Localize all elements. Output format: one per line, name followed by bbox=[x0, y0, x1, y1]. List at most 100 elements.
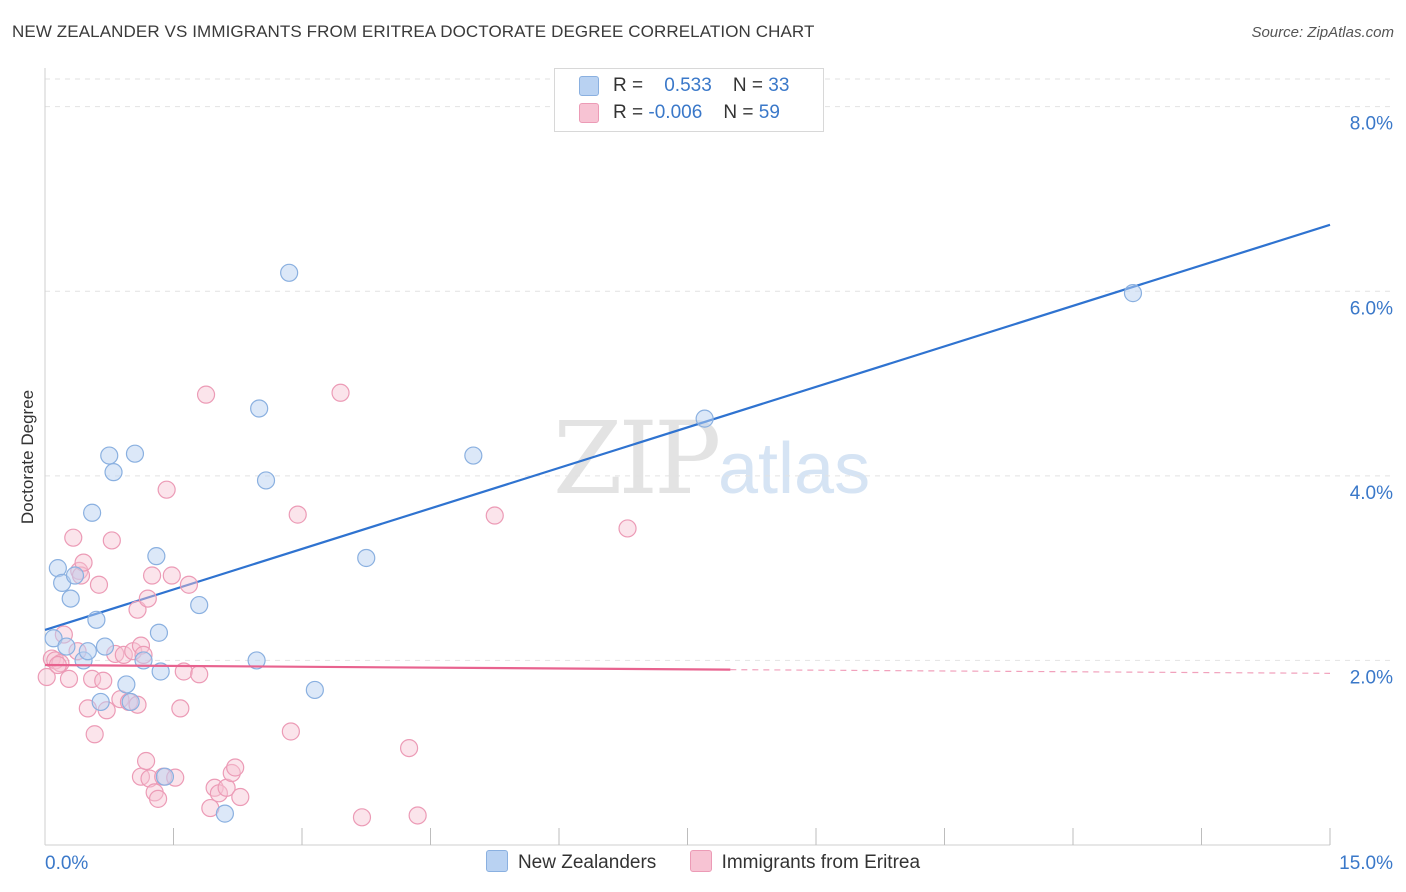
legend-n-label: N = bbox=[723, 102, 754, 123]
source-label: Source: ZipAtlas.com bbox=[1251, 24, 1394, 41]
data-point-eritrea bbox=[74, 553, 93, 572]
y-tick-label: 4.0% bbox=[1350, 483, 1393, 504]
trend-line-solid bbox=[44, 663, 731, 671]
series-legend: New Zealanders Immigrants from Eritrea bbox=[0, 849, 1406, 874]
data-point-new-zealander bbox=[147, 547, 166, 566]
legend-item-immigrants-from-eritrea: Immigrants from Eritrea bbox=[689, 849, 921, 874]
legend-item-new-zealanders: New Zealanders bbox=[485, 849, 657, 874]
data-point-new-zealander bbox=[215, 804, 234, 823]
data-point-eritrea bbox=[162, 566, 181, 585]
y-tick-label: 6.0% bbox=[1350, 298, 1393, 319]
trend-line-dashed bbox=[730, 669, 1331, 674]
data-point-new-zealander bbox=[44, 629, 63, 648]
legend-n-value-blue: 33 bbox=[768, 75, 790, 96]
data-point-eritrea bbox=[288, 505, 307, 524]
legend-row-new-zealanders: R = 0.533 N = 33 bbox=[579, 74, 789, 98]
data-point-eritrea bbox=[222, 763, 241, 783]
data-point-new-zealander bbox=[464, 446, 483, 465]
data-point-new-zealander bbox=[87, 610, 106, 629]
x-tick-label: 0.0% bbox=[45, 853, 88, 874]
data-point-new-zealander bbox=[91, 692, 110, 712]
data-point-new-zealander bbox=[250, 399, 269, 418]
data-point-new-zealander bbox=[155, 767, 175, 786]
watermark-zip: ZIP bbox=[553, 400, 721, 517]
data-point-eritrea bbox=[485, 506, 504, 525]
legend-r-label: R = bbox=[613, 102, 644, 123]
data-point-new-zealander bbox=[247, 651, 266, 670]
data-point-eritrea bbox=[190, 665, 209, 684]
data-point-new-zealander bbox=[95, 637, 115, 656]
y-tick-label: 2.0% bbox=[1350, 667, 1393, 688]
points-new-zealanders bbox=[44, 263, 1143, 823]
trend-line-immigrants-from-eritrea bbox=[44, 663, 1331, 674]
ticks bbox=[173, 828, 1331, 845]
data-point-eritrea bbox=[114, 645, 133, 664]
data-point-eritrea bbox=[94, 671, 113, 690]
data-point-eritrea bbox=[51, 654, 70, 673]
data-point-eritrea bbox=[196, 385, 216, 404]
tick-labels: 2.0% 4.0% 6.0% 8.0% 0.0% 15.0% bbox=[45, 114, 1393, 874]
data-point-eritrea bbox=[408, 806, 427, 825]
y-tick-label: 8.0% bbox=[1350, 114, 1393, 135]
data-point-eritrea bbox=[64, 528, 83, 547]
axes bbox=[44, 68, 1330, 846]
data-point-new-zealander bbox=[83, 503, 102, 522]
data-point-new-zealander bbox=[125, 444, 145, 463]
legend-row-immigrants-from-eritrea: R = -0.006 N = 59 bbox=[579, 101, 780, 125]
points-immigrants-from-eritrea bbox=[37, 383, 637, 827]
data-point-eritrea bbox=[157, 480, 176, 499]
data-point-eritrea bbox=[148, 789, 168, 808]
legend-r-value-pink: -0.006 bbox=[648, 102, 703, 123]
legend-r-label: R = bbox=[613, 75, 644, 96]
data-point-new-zealander bbox=[305, 680, 324, 700]
data-point-eritrea bbox=[59, 669, 79, 688]
data-point-eritrea bbox=[102, 531, 121, 550]
trend-line bbox=[44, 223, 1331, 632]
data-point-new-zealander bbox=[121, 692, 140, 712]
legend-n-value-pink: 59 bbox=[758, 102, 780, 123]
trend-line-new-zealanders bbox=[44, 223, 1331, 632]
data-point-eritrea bbox=[352, 808, 372, 827]
data-point-new-zealander bbox=[1123, 284, 1143, 303]
data-point-eritrea bbox=[399, 738, 419, 758]
data-point-new-zealander bbox=[357, 548, 376, 568]
data-point-new-zealander bbox=[100, 446, 119, 465]
data-point-new-zealander bbox=[104, 463, 123, 482]
data-point-new-zealander bbox=[151, 662, 170, 681]
data-point-eritrea bbox=[128, 600, 147, 619]
watermark-atlas: atlas bbox=[718, 429, 871, 509]
data-point-eritrea bbox=[226, 758, 245, 777]
data-point-new-zealander bbox=[78, 642, 97, 661]
data-point-eritrea bbox=[179, 575, 199, 594]
data-point-eritrea bbox=[142, 566, 162, 585]
data-point-eritrea bbox=[37, 667, 56, 687]
data-point-new-zealander bbox=[190, 595, 209, 615]
legend-swatch-blue bbox=[579, 75, 599, 96]
data-point-eritrea bbox=[281, 722, 300, 741]
legend-label-immigrants-from-eritrea: Immigrants from Eritrea bbox=[721, 852, 921, 873]
legend-swatch-blue bbox=[485, 849, 508, 872]
legend-label-new-zealanders: New Zealanders bbox=[517, 852, 657, 873]
data-point-new-zealander bbox=[695, 409, 714, 428]
data-point-eritrea bbox=[83, 669, 102, 688]
legend-swatch-pink bbox=[689, 849, 712, 872]
data-point-eritrea bbox=[136, 751, 156, 771]
data-point-eritrea bbox=[85, 725, 104, 744]
data-point-new-zealander bbox=[65, 566, 85, 585]
data-point-eritrea bbox=[138, 589, 157, 608]
data-point-eritrea bbox=[331, 383, 350, 402]
x-tick-label: 15.0% bbox=[1339, 853, 1393, 874]
grid-lines bbox=[45, 78, 1392, 661]
data-point-new-zealander bbox=[256, 471, 276, 490]
data-point-new-zealander bbox=[57, 637, 76, 656]
data-point-eritrea bbox=[618, 519, 637, 538]
data-point-eritrea bbox=[89, 575, 109, 594]
data-point-eritrea bbox=[174, 662, 193, 681]
data-point-new-zealander bbox=[149, 623, 169, 642]
data-point-eritrea bbox=[231, 787, 250, 807]
legend-swatch-pink bbox=[579, 102, 599, 123]
data-point-new-zealander bbox=[280, 263, 299, 282]
y-axis-title: Doctorate Degree bbox=[18, 389, 37, 525]
data-point-new-zealander bbox=[117, 675, 136, 694]
